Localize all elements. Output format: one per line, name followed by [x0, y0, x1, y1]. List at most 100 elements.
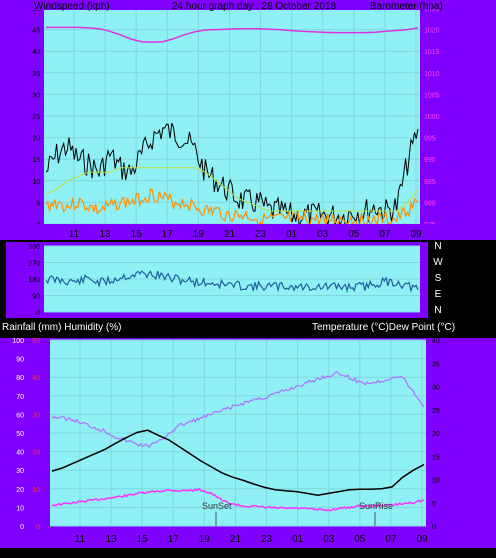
bottom-x-tick-label: 15 [137, 534, 149, 545]
direction-tick-label: 90 [32, 294, 40, 301]
top-x-tick-label: 03 [317, 229, 329, 240]
temperature-tick-label: 15 [432, 454, 440, 461]
rainfall-tick-label: 0 [36, 524, 40, 531]
top-x-tick-label: 07 [379, 229, 391, 240]
barometer-axis-label: Barometer (hpa) [370, 1, 443, 12]
bottom-x-tick-label: 07 [385, 534, 397, 545]
top-x-tick-label: 11 [69, 229, 80, 240]
humidity-tick-label: 30 [16, 468, 24, 475]
humidity-tick-label: 80 [16, 375, 24, 382]
direction-tick-label: 270 [28, 261, 40, 268]
temperature-tick-label: 0 [432, 524, 436, 531]
bottom-border [0, 548, 496, 558]
top-x-tick-label: 15 [131, 229, 143, 240]
humidity-tick-label: 100 [12, 338, 24, 345]
temperature-tick-label: 35 [432, 361, 440, 368]
rainfall-tick-label: 20 [32, 450, 40, 457]
humidity-tick-label: 50 [16, 431, 24, 438]
rainfall-tick-label: 40 [32, 375, 40, 382]
direction-line [45, 270, 419, 294]
sunrise-label: SunRise [359, 501, 393, 511]
rainfall-humidity-label: Rainfall (mm) Humidity (%) [2, 322, 121, 333]
compass-label-N: N [434, 305, 441, 316]
top-x-tick-label: 21 [224, 229, 236, 240]
humidity-tick-label: 40 [16, 450, 24, 457]
wind-tick-label: 15 [32, 157, 40, 164]
top-series-group [45, 26, 419, 229]
bottom-x-tick-label: 09 [416, 534, 428, 545]
bottom-gridlines [50, 339, 426, 527]
rainfall-axis-ticks: 0 10 20 30 40 50 [32, 338, 40, 531]
compass-label-N: N [434, 241, 441, 252]
direction-axis-ticks: 0 90 180 270 360 [28, 244, 40, 317]
top-header-bar [0, 0, 496, 10]
baro-tick-label: 1020 [424, 28, 440, 35]
top-x-tick-label: 19 [193, 229, 205, 240]
direction-tick-label: 0 [36, 310, 40, 317]
rainfall-tick-label: 10 [32, 487, 40, 494]
top-xaxis-band [0, 224, 496, 240]
bottom-x-tick-label: 23 [261, 534, 273, 545]
wind-tick-label: 10 [32, 179, 40, 186]
compass-label-E: E [435, 289, 442, 300]
temperature-tick-label: 20 [432, 431, 440, 438]
humidity-tick-label: 60 [16, 412, 24, 419]
wind-tick-label: 25 [32, 114, 40, 121]
bottom-x-axis-ticks: 11 13 15 17 19 21 23 01 03 05 07 09 [75, 534, 428, 545]
temperature-line [51, 429, 425, 497]
bottom-x-tick-label: 13 [106, 534, 118, 545]
top-x-tick-label: 17 [162, 229, 174, 240]
temperature-tick-label: 25 [432, 408, 440, 415]
baro-tick-label: 1005 [424, 92, 440, 99]
top-x-tick-label: 13 [100, 229, 112, 240]
windspeed-average-line [45, 188, 419, 229]
top-x-tick-label: 09 [410, 229, 422, 240]
wind-tick-label: 30 [32, 92, 40, 99]
top-gridlines [44, 7, 420, 225]
bottom-x-tick-label: 05 [354, 534, 366, 545]
bottom-series-group [51, 371, 425, 512]
bottom-x-tick-label: 03 [323, 534, 335, 545]
humidity-line [51, 371, 425, 449]
bottom-x-tick-label: 17 [168, 534, 180, 545]
dewpoint-line [51, 487, 425, 512]
rainfall-tick-label: 50 [32, 338, 40, 345]
direction-tick-label: 360 [28, 244, 40, 251]
barometer-line [46, 26, 419, 43]
bottom-x-tick-label: 21 [230, 534, 242, 545]
compass-label-S: S [435, 273, 442, 284]
top-x-tick-label: 05 [348, 229, 360, 240]
temperature-axis-ticks: 0 5 10 15 20 25 30 35 40 [432, 338, 440, 531]
humidity-tick-label: 20 [16, 487, 24, 494]
top-x-tick-label: 23 [255, 229, 267, 240]
bottom-x-tick-label: 19 [199, 534, 211, 545]
baro-tick-label: 1000 [424, 114, 440, 121]
baro-tick-label: 980 [424, 200, 436, 207]
bottom-x-tick-label: 01 [292, 534, 304, 545]
humidity-tick-label: 0 [20, 524, 24, 531]
baro-tick-label: 1015 [424, 49, 440, 56]
bottom-x-tick-label: 11 [75, 534, 86, 545]
graph-title: 24 hour graph day : 28 October 2018 [172, 1, 336, 12]
temperature-tick-label: 10 [432, 478, 440, 485]
wind-tick-label: 20 [32, 136, 40, 143]
windspeed-trend-line [45, 167, 419, 212]
humidity-tick-label: 10 [16, 505, 24, 512]
direction-tick-label: 180 [28, 277, 40, 284]
baro-tick-label: 990 [424, 157, 436, 164]
wind-tick-label: 35 [32, 71, 40, 78]
baro-tick-label: 985 [424, 179, 436, 186]
rainfall-tick-label: 30 [32, 412, 40, 419]
temperature-dewpoint-label: Temperature (°C)Dew Point (°C) [312, 322, 455, 333]
temperature-tick-label: 30 [432, 385, 440, 392]
top-x-tick-label: 01 [286, 229, 298, 240]
direction-gridlines [44, 245, 420, 313]
top-x-axis-ticks: 11 13 15 17 19 21 23 01 03 05 07 09 [0, 224, 496, 240]
compass-label-W: W [433, 257, 443, 268]
humidity-tick-label: 90 [16, 357, 24, 364]
baro-tick-label: 995 [424, 136, 436, 143]
wind-tick-label: 5 [36, 200, 40, 207]
